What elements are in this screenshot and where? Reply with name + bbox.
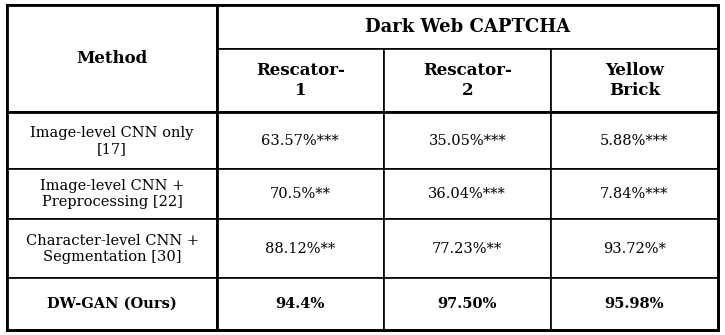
- Text: 88.12%**: 88.12%**: [265, 242, 336, 256]
- Text: 93.72%*: 93.72%*: [602, 242, 666, 256]
- Bar: [217, 112, 384, 169]
- Bar: [551, 219, 718, 278]
- Bar: [217, 49, 384, 112]
- Bar: [384, 278, 551, 330]
- Text: Image-level CNN only
[17]: Image-level CNN only [17]: [30, 126, 194, 156]
- Bar: [384, 219, 551, 278]
- Text: Rescator-
2: Rescator- 2: [423, 62, 512, 99]
- Text: 95.98%: 95.98%: [605, 297, 664, 311]
- Text: DW-GAN (Ours): DW-GAN (Ours): [47, 297, 177, 311]
- Bar: [217, 278, 384, 330]
- Text: Character-level CNN +
Segmentation [30]: Character-level CNN + Segmentation [30]: [25, 233, 199, 264]
- Bar: [7, 169, 217, 219]
- Bar: [384, 49, 551, 112]
- Bar: [384, 112, 551, 169]
- Bar: [384, 169, 551, 219]
- Bar: [7, 219, 217, 278]
- Text: Dark Web CAPTCHA: Dark Web CAPTCHA: [365, 18, 570, 36]
- Text: 97.50%: 97.50%: [438, 297, 497, 311]
- Text: 36.04%***: 36.04%***: [428, 187, 506, 201]
- Text: 35.05%***: 35.05%***: [428, 134, 506, 148]
- Bar: [551, 169, 718, 219]
- Bar: [217, 219, 384, 278]
- Text: 63.57%***: 63.57%***: [262, 134, 339, 148]
- Bar: [551, 112, 718, 169]
- Text: Image-level CNN +
Preprocessing [22]: Image-level CNN + Preprocessing [22]: [40, 179, 184, 209]
- Bar: [551, 49, 718, 112]
- Bar: [7, 278, 217, 330]
- Bar: [7, 112, 217, 169]
- Text: 70.5%**: 70.5%**: [270, 187, 331, 201]
- Bar: [217, 5, 718, 49]
- Bar: [217, 169, 384, 219]
- Text: Method: Method: [76, 50, 148, 67]
- Text: 5.88%***: 5.88%***: [600, 134, 668, 148]
- Bar: [7, 5, 217, 112]
- Text: 77.23%**: 77.23%**: [432, 242, 502, 256]
- Text: 7.84%***: 7.84%***: [600, 187, 668, 201]
- Text: Rescator-
1: Rescator- 1: [256, 62, 345, 99]
- Text: 94.4%: 94.4%: [276, 297, 325, 311]
- Text: Yellow
Brick: Yellow Brick: [605, 62, 663, 99]
- Bar: [551, 278, 718, 330]
